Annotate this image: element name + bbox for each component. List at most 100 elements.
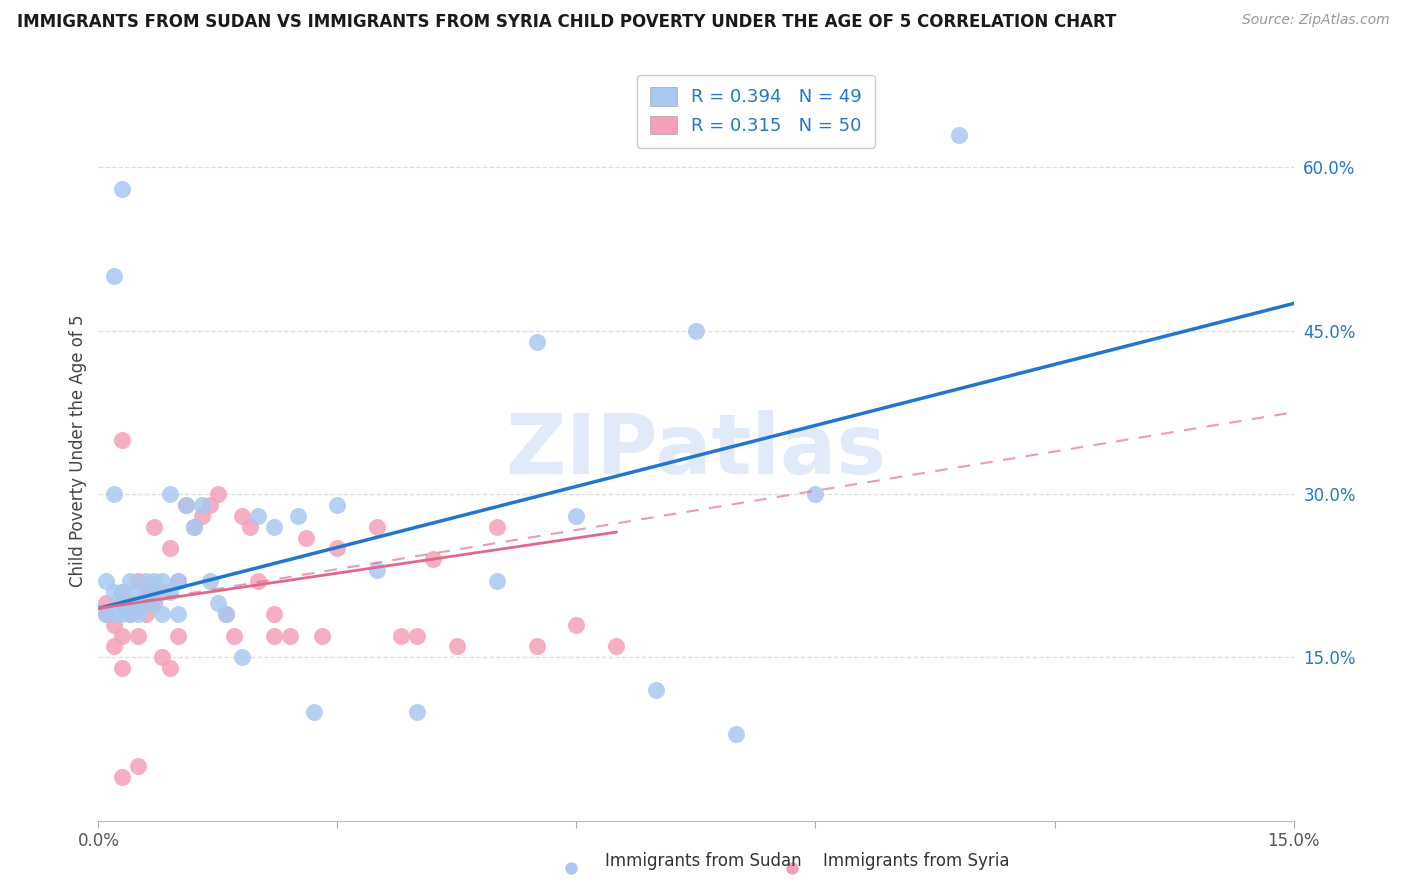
Point xyxy=(174,498,197,512)
Point xyxy=(263,519,285,533)
Point xyxy=(127,607,149,621)
Point xyxy=(605,640,627,654)
Point xyxy=(127,585,149,599)
Point xyxy=(159,487,181,501)
Point xyxy=(111,596,134,610)
Point xyxy=(565,617,588,632)
Point xyxy=(120,596,142,610)
Point xyxy=(191,498,214,512)
Text: Source: ZipAtlas.com: Source: ZipAtlas.com xyxy=(1241,13,1389,28)
Point xyxy=(111,585,134,599)
Point xyxy=(239,519,262,533)
Point xyxy=(127,759,149,773)
Point xyxy=(127,574,149,588)
Point xyxy=(120,607,142,621)
Point xyxy=(485,574,508,588)
Point xyxy=(150,574,173,588)
Point xyxy=(135,607,157,621)
Point xyxy=(685,324,707,338)
Point xyxy=(103,585,125,599)
Point xyxy=(96,596,118,610)
Point xyxy=(526,640,548,654)
Point xyxy=(263,628,285,642)
Point xyxy=(143,596,166,610)
Point xyxy=(422,552,444,566)
Point xyxy=(526,334,548,349)
Point xyxy=(111,182,134,196)
Point xyxy=(143,519,166,533)
Point xyxy=(167,607,190,621)
Point xyxy=(103,487,125,501)
Point xyxy=(804,487,827,501)
Point xyxy=(120,607,142,621)
Point xyxy=(406,628,429,642)
Point xyxy=(174,498,197,512)
Point xyxy=(96,607,118,621)
Point xyxy=(103,607,125,621)
Point xyxy=(207,596,229,610)
Point xyxy=(645,683,668,698)
Point xyxy=(127,596,149,610)
Text: ZIPatlas: ZIPatlas xyxy=(506,410,886,491)
Point xyxy=(287,508,309,523)
Point xyxy=(724,726,747,740)
Point xyxy=(198,574,221,588)
Point xyxy=(103,617,125,632)
Point xyxy=(111,607,134,621)
Point xyxy=(366,563,388,577)
Point xyxy=(222,628,245,642)
Point xyxy=(565,508,588,523)
Point xyxy=(103,640,125,654)
Point xyxy=(150,585,173,599)
Text: Immigrants from Sudan: Immigrants from Sudan xyxy=(605,852,801,870)
Point xyxy=(326,541,349,556)
Point xyxy=(167,628,190,642)
Point xyxy=(207,487,229,501)
Point xyxy=(246,508,269,523)
Point xyxy=(111,628,134,642)
Point xyxy=(111,585,134,599)
Point xyxy=(135,585,157,599)
Point xyxy=(231,650,253,665)
Point xyxy=(143,574,166,588)
Point xyxy=(135,596,157,610)
Point xyxy=(215,607,238,621)
Point xyxy=(159,585,181,599)
Point xyxy=(159,541,181,556)
Point xyxy=(366,519,388,533)
Point xyxy=(278,628,301,642)
Point xyxy=(389,628,412,642)
Point xyxy=(263,607,285,621)
Point xyxy=(96,607,118,621)
Point xyxy=(167,574,190,588)
Point xyxy=(215,607,238,621)
Y-axis label: Child Poverty Under the Age of 5: Child Poverty Under the Age of 5 xyxy=(69,314,87,587)
Point xyxy=(96,574,118,588)
Point xyxy=(560,861,582,875)
Point xyxy=(103,269,125,284)
Point xyxy=(311,628,333,642)
Point xyxy=(406,705,429,719)
Point xyxy=(198,498,221,512)
Point xyxy=(120,596,142,610)
Point xyxy=(191,508,214,523)
Point xyxy=(150,607,173,621)
Point xyxy=(183,519,205,533)
Point xyxy=(780,861,803,875)
Point xyxy=(294,531,316,545)
Point xyxy=(326,498,349,512)
Point xyxy=(302,705,325,719)
Point xyxy=(135,574,157,588)
Point xyxy=(485,519,508,533)
Legend: R = 0.394   N = 49, R = 0.315   N = 50: R = 0.394 N = 49, R = 0.315 N = 50 xyxy=(637,75,875,147)
Point xyxy=(143,585,166,599)
Point xyxy=(231,508,253,523)
Point xyxy=(446,640,468,654)
Point xyxy=(167,574,190,588)
Point xyxy=(127,628,149,642)
Point xyxy=(143,596,166,610)
Point xyxy=(120,574,142,588)
Point xyxy=(111,433,134,447)
Point xyxy=(111,770,134,784)
Point xyxy=(246,574,269,588)
